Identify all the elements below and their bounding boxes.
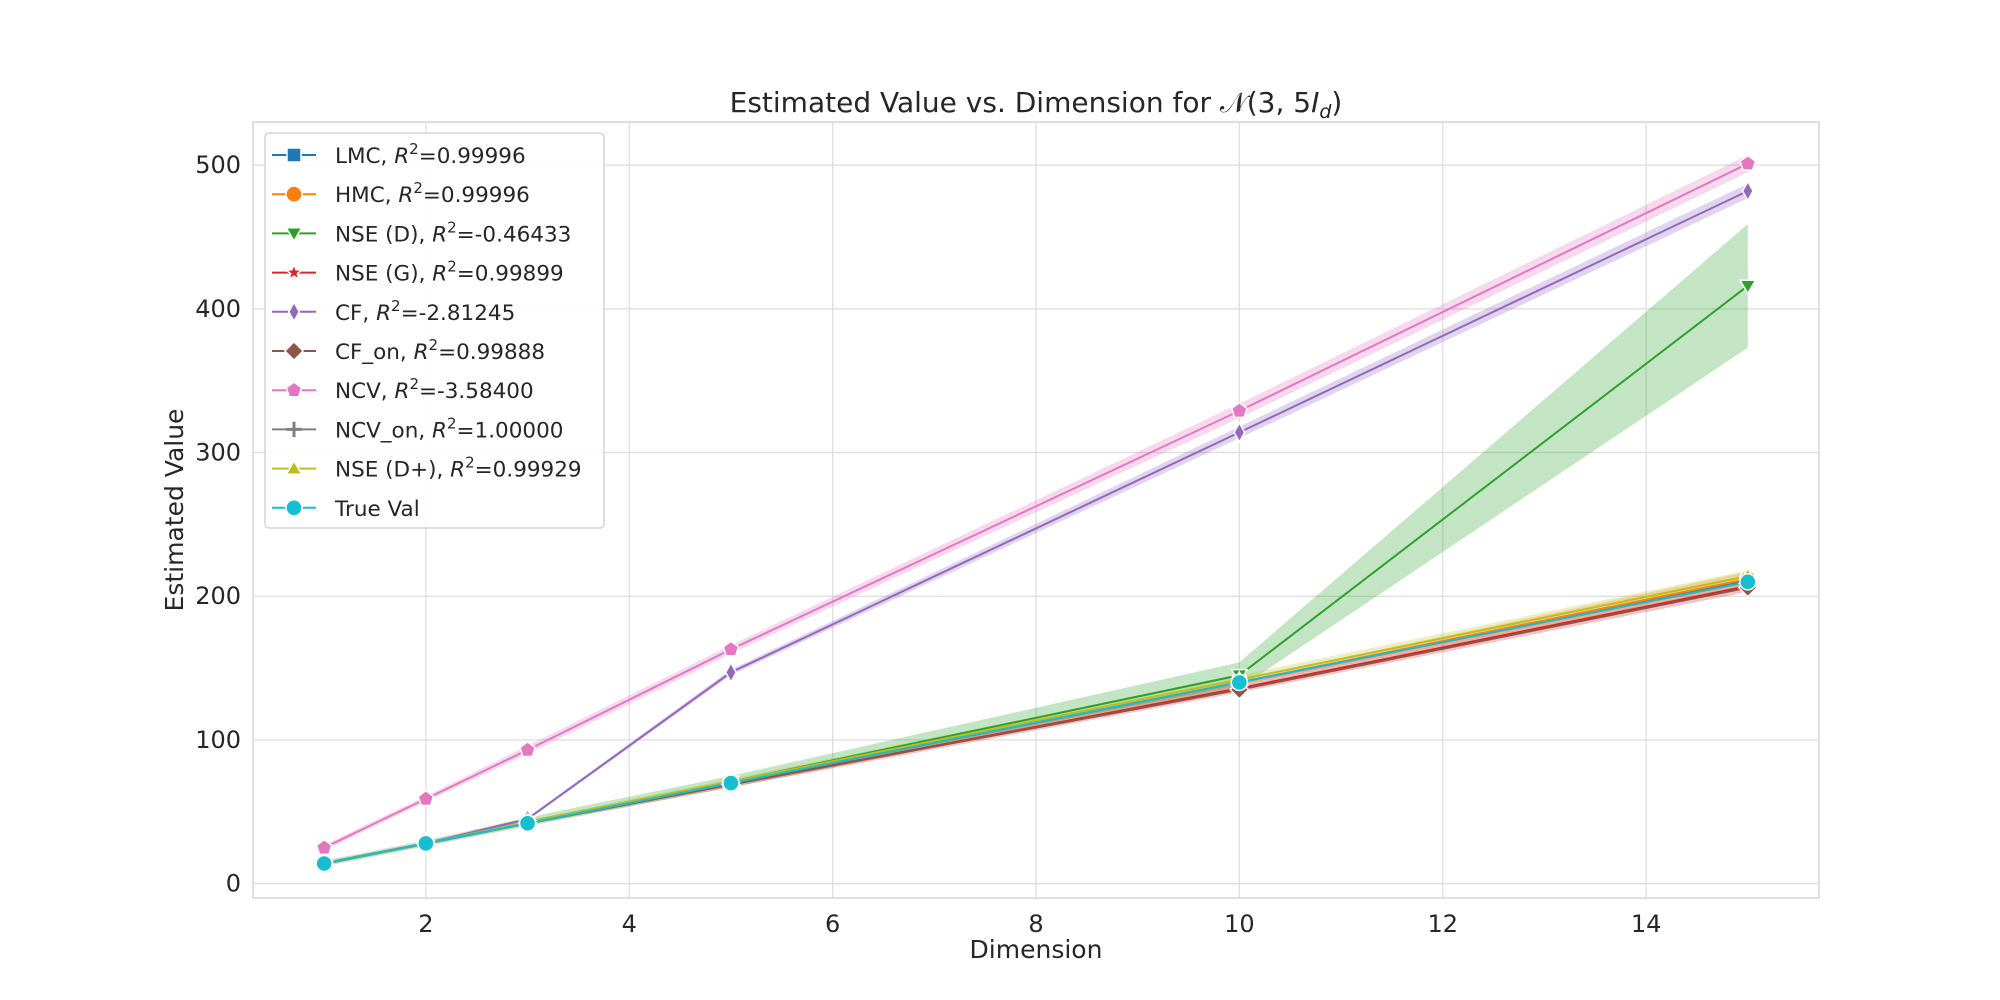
point-ncv bbox=[1230, 401, 1248, 419]
series-markers bbox=[314, 154, 1758, 875]
x-tick-label: 14 bbox=[1631, 910, 1662, 938]
legend-marker bbox=[285, 185, 303, 203]
y-tick-label: 100 bbox=[195, 726, 241, 754]
x-tick-label: 12 bbox=[1427, 910, 1458, 938]
legend-label: NSE (D+), R2=0.99929 bbox=[335, 454, 582, 483]
legend-marker bbox=[287, 300, 301, 323]
point-ncv bbox=[315, 838, 333, 855]
legend-item-lmc: LMC, R2=0.99996 bbox=[272, 140, 526, 169]
legend-label: CF, R2=-2.81245 bbox=[335, 297, 515, 326]
point-nse-d bbox=[1738, 279, 1757, 296]
point-true-val bbox=[417, 834, 435, 853]
legend-marker bbox=[284, 459, 304, 475]
legend-item-hmc: HMC, R2=0.99996 bbox=[272, 179, 530, 208]
point-cf bbox=[1741, 179, 1754, 202]
legend-item-nse-g: NSE (G), R2=0.99899 bbox=[272, 258, 564, 287]
legend-item-ncv: NCV, R2=-3.58400 bbox=[272, 375, 534, 404]
y-tick-label: 500 bbox=[195, 151, 241, 179]
line-ncv bbox=[323, 162, 1749, 849]
legend-marker bbox=[285, 499, 303, 517]
legend-item-ncv-on: NCV_on, R2=1.00000 bbox=[272, 414, 563, 443]
legend-label: CF_on, R2=0.99888 bbox=[335, 336, 545, 365]
legend-item-true-val: True Val bbox=[272, 497, 420, 522]
y-axis-label: Estimated Value bbox=[160, 409, 189, 612]
legend-label: NSE (G), R2=0.99899 bbox=[335, 258, 564, 287]
chart-title: Estimated Value vs. Dimension for 𝒩(3, 5… bbox=[730, 86, 1343, 123]
x-tick-label: 2 bbox=[418, 910, 433, 938]
legend: LMC, R2=0.99996 HMC, R2=0.99996 NSE (D), R… bbox=[264, 132, 605, 529]
legend-marker bbox=[283, 262, 305, 282]
legend-marker bbox=[284, 227, 304, 243]
legend-item-nse-d: NSE (D+), R2=0.99929 bbox=[272, 454, 582, 483]
point-ncv bbox=[519, 741, 537, 758]
legend-marker bbox=[283, 340, 305, 362]
point-ncv bbox=[417, 789, 435, 807]
point-cf bbox=[724, 661, 738, 684]
point-true-val bbox=[315, 854, 333, 873]
x-tick-label: 6 bbox=[825, 910, 840, 938]
legend-label: HMC, R2=0.99996 bbox=[335, 179, 530, 208]
x-tick-label: 10 bbox=[1224, 910, 1255, 938]
series-lines bbox=[323, 162, 1749, 865]
legend-label: NCV, R2=-3.58400 bbox=[335, 375, 534, 404]
legend-marker bbox=[286, 421, 302, 438]
x-tick-label: 8 bbox=[1028, 910, 1043, 938]
x-tick-labels: 2 4 6 8 10 12 14 bbox=[418, 910, 1661, 938]
legend-item-cf: CF, R2=-2.81245 bbox=[272, 297, 515, 326]
legend-label: LMC, R2=0.99996 bbox=[335, 140, 526, 169]
y-tick-label: 400 bbox=[195, 295, 241, 323]
y-tick-label: 300 bbox=[195, 439, 241, 467]
point-cf bbox=[1233, 421, 1246, 444]
legend-marker bbox=[285, 381, 303, 398]
legend-frame bbox=[264, 132, 605, 529]
y-tick-label: 0 bbox=[226, 870, 241, 898]
legend-item-cf-on: CF_on, R2=0.99888 bbox=[272, 336, 545, 365]
band-ncv bbox=[324, 155, 1748, 851]
y-tick-labels: 0 100 200 300 400 500 bbox=[195, 151, 241, 898]
band-cf bbox=[324, 183, 1748, 865]
legend-label: NSE (D), R2=-0.46433 bbox=[335, 218, 571, 247]
line-true-val bbox=[323, 580, 1749, 865]
point-true-val bbox=[518, 814, 537, 833]
legend-label: NCV_on, R2=1.00000 bbox=[335, 414, 563, 443]
point-true-val bbox=[1230, 673, 1249, 692]
point-ncv bbox=[1739, 154, 1757, 171]
point-ncv bbox=[722, 640, 740, 657]
legend-label: True Val bbox=[334, 497, 420, 522]
point-true-val bbox=[722, 774, 740, 792]
point-true-val bbox=[1739, 573, 1757, 591]
legend-marker bbox=[286, 147, 302, 163]
x-axis-label: Dimension bbox=[970, 935, 1103, 964]
legend-item-nse-d: NSE (D), R2=-0.46433 bbox=[272, 218, 571, 247]
y-tick-label: 200 bbox=[195, 582, 241, 610]
x-tick-label: 4 bbox=[622, 910, 637, 938]
